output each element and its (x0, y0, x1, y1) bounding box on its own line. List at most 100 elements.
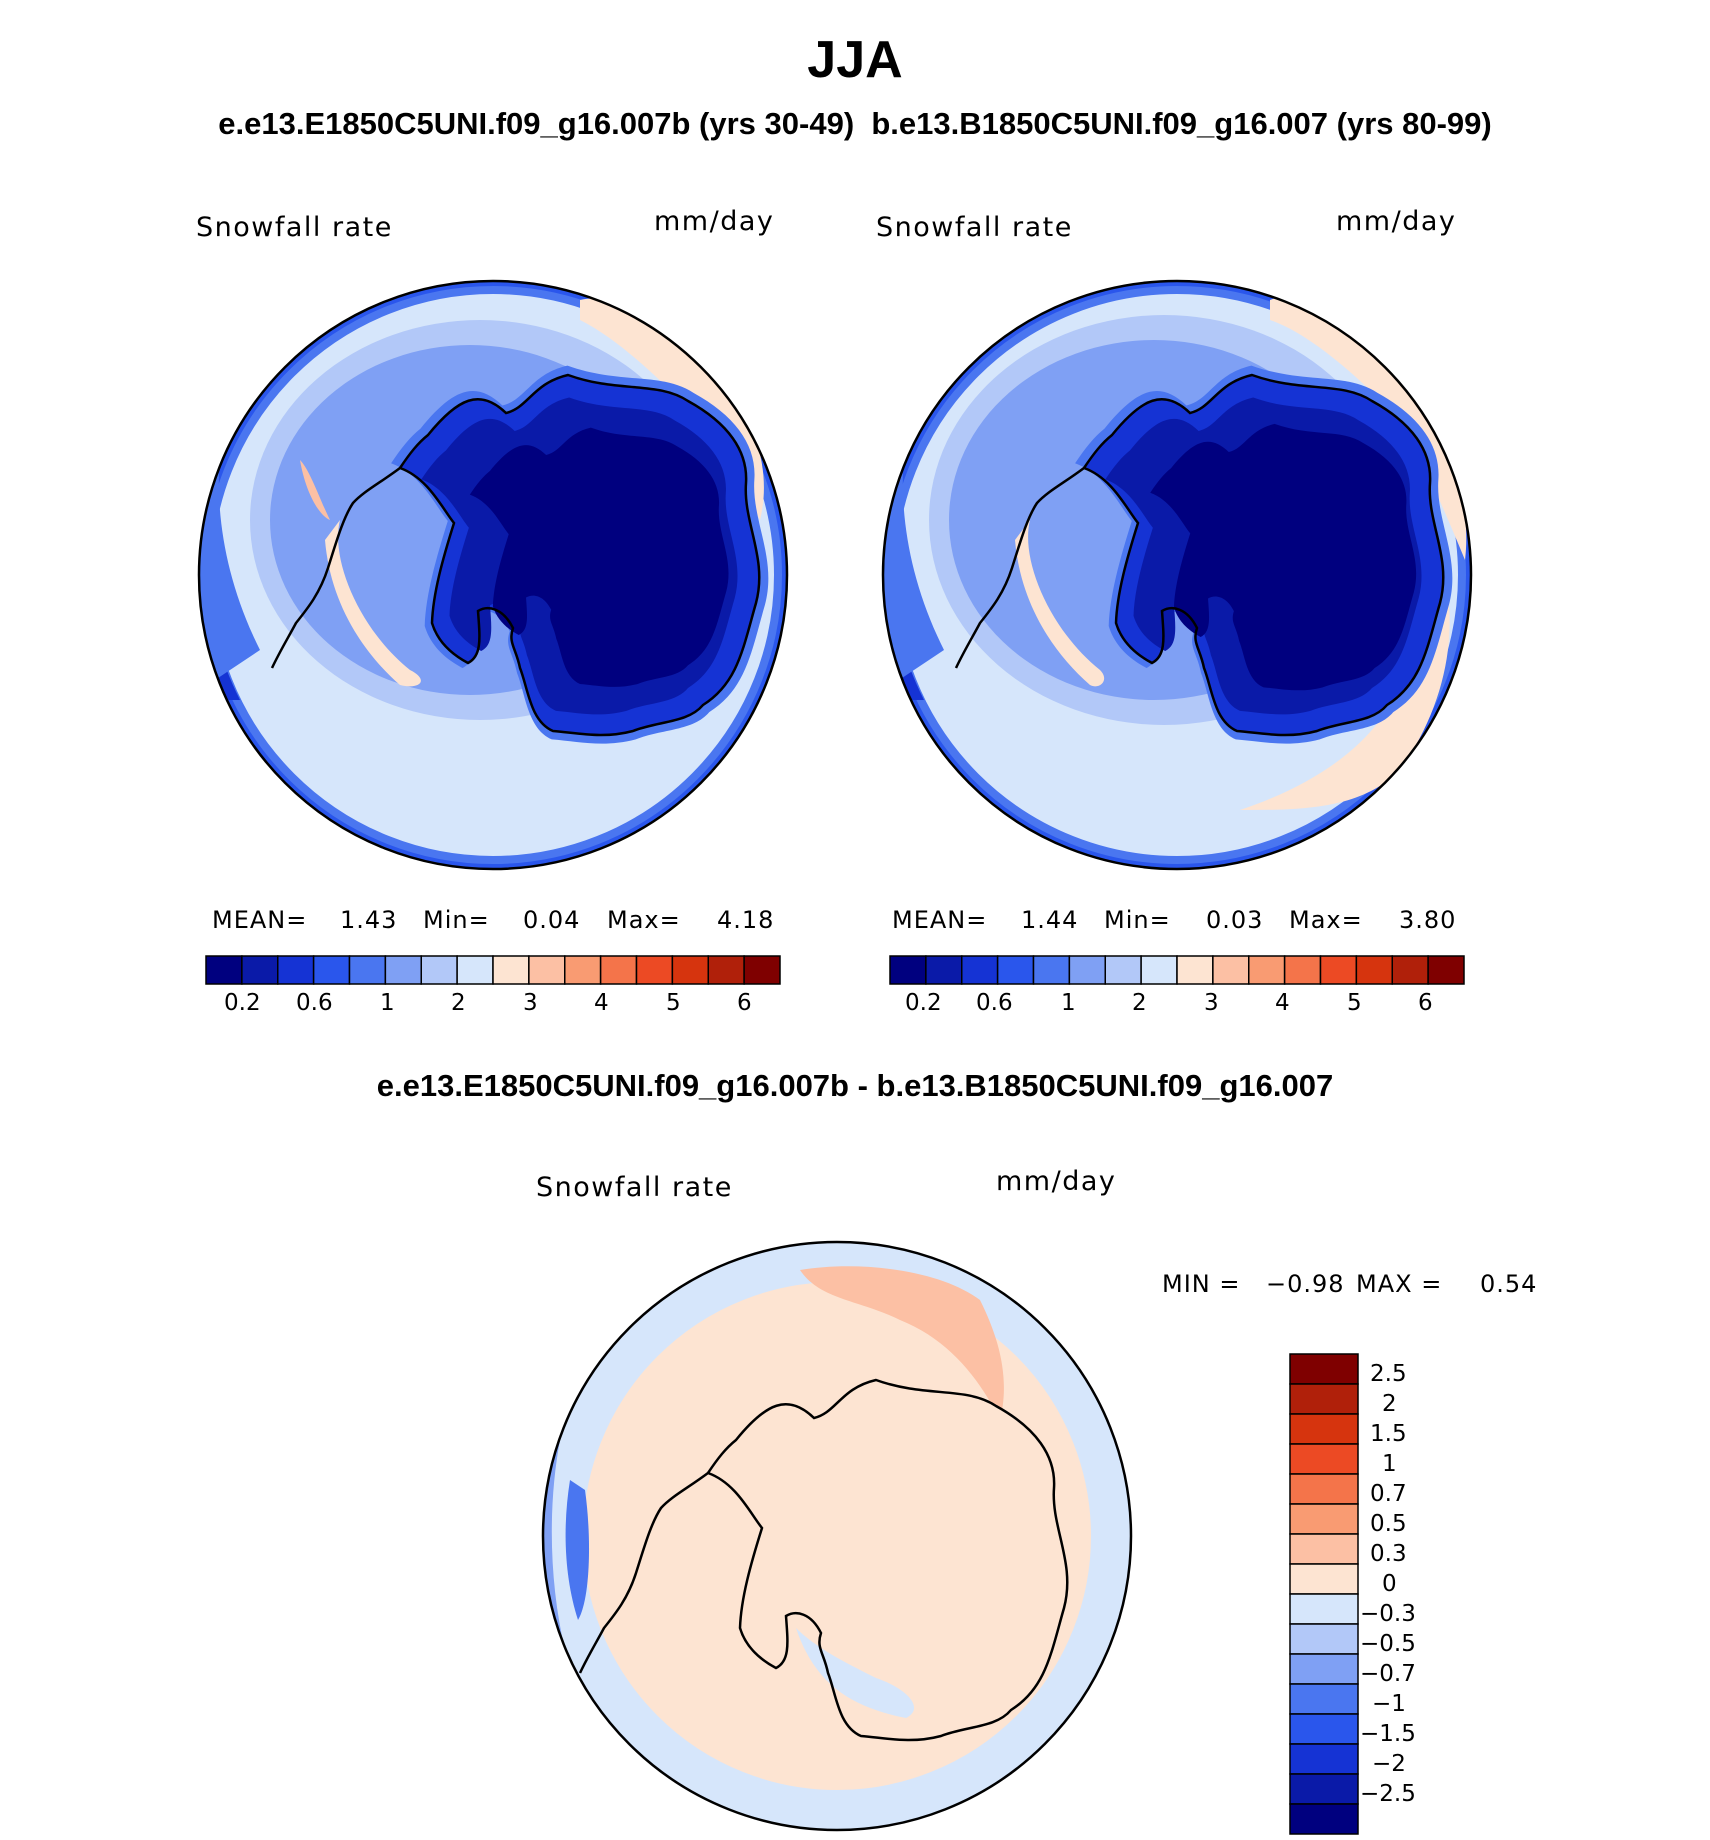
panel2-colorbar-tick: 5 (1347, 990, 1362, 1016)
panel1-colorbar-tick: 6 (737, 990, 752, 1016)
main-title: JJA (807, 31, 903, 89)
colorbar-swatch (1176, 955, 1214, 985)
panel1-units-label: mm/day (654, 206, 775, 237)
panel1-min-label: Min= (423, 906, 490, 934)
colorbar-swatch (1289, 1803, 1359, 1835)
panel3-colorbar-tick: 2.5 (1370, 1361, 1407, 1387)
panel1-colorbar (205, 955, 781, 985)
colorbar-swatch (1427, 955, 1465, 985)
colorbar-swatch (1391, 955, 1429, 985)
panel1-min-value: 0.04 (523, 906, 581, 934)
colorbar-swatch (1289, 1353, 1359, 1385)
panel3-colorbar-tick: 0 (1382, 1571, 1397, 1597)
panel1-map (199, 281, 787, 869)
panel2-colorbar-tick: 0.2 (905, 990, 942, 1016)
panel3-colorbar-tick: −2.5 (1360, 1781, 1416, 1807)
colorbar-swatch (671, 955, 709, 985)
colorbar-swatch (205, 955, 243, 985)
panel1-colorbar-tick: 1 (380, 990, 395, 1016)
colorbar-swatch (1319, 955, 1358, 985)
panel3-colorbar-tick: 2 (1382, 1391, 1397, 1417)
colorbar-swatch (743, 955, 781, 985)
panel3-map-border (541, 1240, 1133, 1832)
colorbar-swatch (961, 955, 999, 985)
panel3-colorbar-tick: 0.7 (1370, 1481, 1407, 1507)
panel3-max-value: 0.54 (1480, 1270, 1538, 1298)
colorbar-swatch (1248, 955, 1286, 985)
panel3-colorbar-tick: 0.5 (1370, 1511, 1407, 1537)
colorbar-swatch (1289, 1683, 1359, 1715)
panel2-max-label: Max= (1289, 906, 1363, 934)
panel3-colorbar-tick: −1.5 (1360, 1721, 1416, 1747)
panel1-max-label: Max= (607, 906, 681, 934)
panel3-min-label: MIN = (1162, 1270, 1241, 1298)
panel3-colorbar (1289, 1353, 1359, 1835)
panel1-mean-label: MEAN= (212, 906, 308, 934)
colorbar-swatch (1289, 1653, 1359, 1685)
colorbar-swatch (635, 955, 674, 985)
panel3-colorbar-tick: 1 (1382, 1451, 1397, 1477)
colorbar-swatch (1289, 1413, 1359, 1445)
panel2-colorbar (889, 955, 1465, 985)
colorbar-swatch (1289, 1563, 1359, 1595)
panel2-min-label: Min= (1104, 906, 1171, 934)
colorbar-swatch (492, 955, 530, 985)
panel2-colorbar-tick: 6 (1418, 990, 1433, 1016)
colorbar-swatch (1289, 1593, 1359, 1625)
panel1-mean-value: 1.43 (340, 906, 398, 934)
panel2-colorbar-tick: 2 (1132, 990, 1147, 1016)
colorbar-swatch (348, 955, 387, 985)
colorbar-swatch (1283, 955, 1322, 985)
colorbar-swatch (1289, 1473, 1359, 1505)
panel2-map (883, 281, 1471, 869)
panel2-map-border (881, 279, 1473, 871)
colorbar-swatch (1289, 1743, 1359, 1775)
colorbar-swatch (528, 955, 566, 985)
panel3-colorbar-tick: 0.3 (1370, 1541, 1407, 1567)
panel2-units-label: mm/day (1336, 206, 1457, 237)
panel3-min-value: −0.98 (1266, 1270, 1345, 1298)
colorbar-swatch (1289, 1503, 1359, 1535)
panel1-colorbar-tick: 5 (666, 990, 681, 1016)
colorbar-swatch (1289, 1533, 1359, 1565)
panel3-colorbar-tick: −0.3 (1360, 1601, 1416, 1627)
panel1-colorbar-tick: 0.2 (224, 990, 261, 1016)
colorbar-swatch (1212, 955, 1250, 985)
colorbar-swatch (1289, 1623, 1359, 1655)
colorbar-swatch (1289, 1443, 1359, 1475)
panel3-map (543, 1242, 1131, 1830)
colorbar-swatch (456, 955, 494, 985)
colorbar-swatch (996, 955, 1035, 985)
panel3-colorbar-tick: −1 (1372, 1691, 1406, 1717)
colorbar-swatch (241, 955, 279, 985)
panel1-variable-label: Snowfall rate (196, 212, 393, 243)
colorbar-swatch (1289, 1773, 1359, 1805)
panel2-mean-label: MEAN= (892, 906, 988, 934)
panel1-max-value: 4.18 (717, 906, 775, 934)
colorbar-swatch (1289, 1383, 1359, 1415)
colorbar-swatch (384, 955, 422, 985)
colorbar-swatch (889, 955, 927, 985)
colorbar-swatch (1355, 955, 1393, 985)
colorbar-swatch (1104, 955, 1142, 985)
panel2-max-value: 3.80 (1399, 906, 1457, 934)
panel1-colorbar-tick: 4 (594, 990, 609, 1016)
panel2-colorbar-tick: 3 (1204, 990, 1219, 1016)
panel1-colorbar-tick: 3 (523, 990, 538, 1016)
panel2-variable-label: Snowfall rate (876, 212, 1073, 243)
panel1-colorbar-tick: 2 (451, 990, 466, 1016)
panel3-colorbar-tick: −2 (1372, 1751, 1406, 1777)
difference-title: e.e13.E1850C5UNI.f09_g16.007b - b.e13.B1… (376, 1068, 1334, 1103)
colorbar-swatch (564, 955, 602, 985)
colorbar-swatch (1289, 1713, 1359, 1745)
colorbar-swatch (925, 955, 963, 985)
panel3-colorbar-tick: −0.7 (1360, 1661, 1416, 1687)
colorbar-swatch (1140, 955, 1178, 985)
panel3-variable-label: Snowfall rate (536, 1172, 733, 1203)
panel2-colorbar-tick: 1 (1061, 990, 1076, 1016)
panel3-max-label: MAX = (1356, 1270, 1443, 1298)
colorbar-swatch (420, 955, 458, 985)
panel2-min-value: 0.03 (1206, 906, 1264, 934)
panel1-colorbar-tick: 0.6 (296, 990, 333, 1016)
